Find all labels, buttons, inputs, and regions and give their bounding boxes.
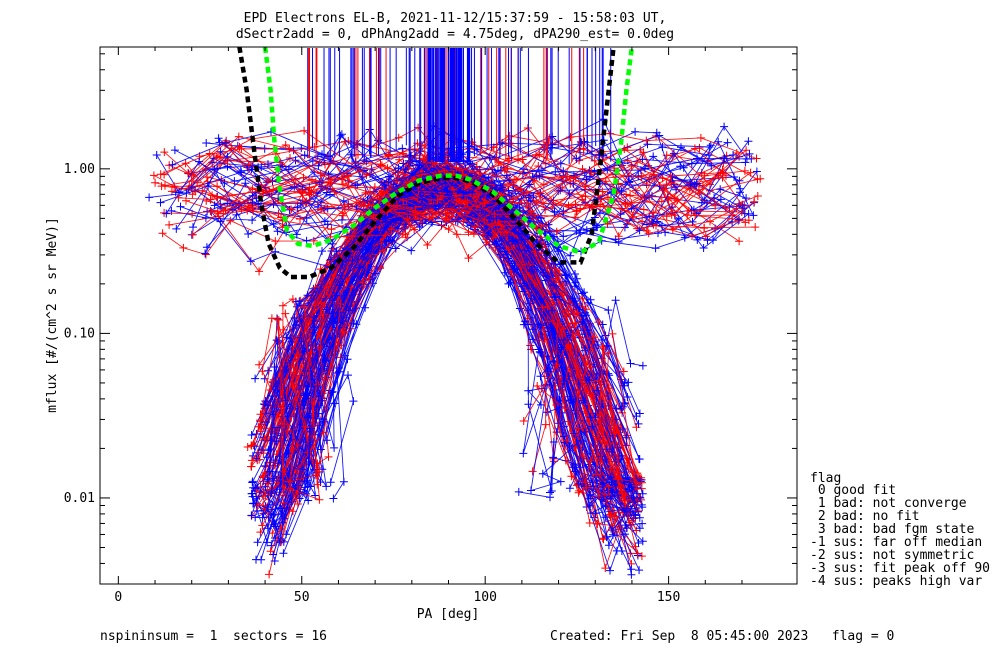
trace-line: [286, 395, 327, 487]
trace-line: [163, 162, 742, 238]
trace-markers: [174, 180, 720, 249]
trace-line: [266, 339, 316, 496]
trace-line: [307, 316, 348, 481]
trace-markers: [527, 379, 585, 495]
y-tick-label: 1.00: [64, 162, 95, 177]
y-tick-label: 0.01: [64, 491, 95, 506]
trace-line: [287, 303, 342, 485]
trace-markers: [291, 296, 348, 503]
trace-line: [553, 322, 610, 497]
trace-markers: [202, 176, 760, 239]
trace-line: [284, 306, 320, 501]
chart-title-line2: dSectr2add = 0, dPhAng2add = 4.75deg, dP…: [236, 27, 674, 42]
fit-curves: [237, 46, 635, 280]
legend-item: -3 sus: fit peak off 90: [810, 561, 990, 576]
trace-markers: [273, 315, 328, 486]
trace-line: [164, 130, 757, 191]
measurement-traces: [145, 48, 765, 579]
legend-item: 0 good fit: [810, 483, 896, 498]
trace-line: [272, 191, 637, 555]
x-tick-label: 150: [657, 590, 680, 605]
trace-line: [220, 152, 746, 209]
legend-item: 2 bad: no fit: [810, 509, 920, 524]
trace-line: [191, 183, 745, 240]
trace-markers: [519, 343, 566, 458]
flag-legend: flag 0 good fit 1 bad: not converge 2 ba…: [810, 471, 990, 589]
trace-markers: [592, 329, 641, 490]
fit-curve-black: [237, 46, 616, 280]
legend-item: -1 sus: far off median: [810, 535, 982, 550]
trace-line: [295, 300, 345, 499]
trace-line: [595, 333, 637, 486]
trace-markers: [591, 296, 647, 422]
trace-line: [160, 144, 723, 195]
trace-markers: [303, 313, 352, 485]
legend-title: flag: [810, 471, 841, 486]
trace-line: [286, 351, 320, 473]
x-tick-label: 0: [114, 590, 122, 605]
footer-right: Created: Fri Sep 8 05:45:00 2023 flag = …: [550, 629, 894, 644]
trace-line: [523, 362, 587, 494]
y-tick-label: 0.10: [64, 326, 95, 341]
fit-curve-green: [262, 46, 635, 255]
trace-markers: [182, 177, 750, 241]
trace-markers: [519, 360, 591, 497]
trace-markers: [524, 320, 568, 497]
trace-line: [199, 135, 740, 203]
trace-markers: [162, 138, 738, 218]
x-tick-label: 50: [294, 590, 310, 605]
trace-line: [304, 373, 354, 488]
x-axis-label: PA [deg]: [417, 607, 480, 622]
trace-line: [522, 347, 563, 454]
trace-line: [527, 324, 564, 493]
legend-item: 3 bad: bad fgm state: [810, 522, 975, 537]
y-axis-label: mflux [#/(cm^2 s sr MeV)]: [45, 217, 60, 413]
legend-item: -4 sus: peaks high var: [810, 574, 982, 589]
trace-line: [527, 321, 583, 406]
legend-item: 1 bad: not converge: [810, 496, 967, 511]
chart-title-line1: EPD Electrons EL-B, 2021-11-12/15:37:59 …: [244, 11, 667, 26]
trace-line: [261, 318, 306, 505]
trace-markers: [258, 314, 310, 508]
trace-line: [180, 159, 722, 225]
trace-line: [518, 456, 581, 498]
trace-line: [544, 333, 595, 462]
legend-item: -2 sus: not symmetric: [810, 548, 974, 563]
x-tick-label: 100: [473, 590, 496, 605]
axes: 0 50 100 150 0.01 0.10 1.00: [64, 47, 797, 605]
trace-line: [264, 194, 641, 460]
trace-markers: [212, 133, 727, 209]
footer-left: nspininsum = 1 sectors = 16: [100, 629, 327, 644]
trace-line: [277, 319, 324, 483]
